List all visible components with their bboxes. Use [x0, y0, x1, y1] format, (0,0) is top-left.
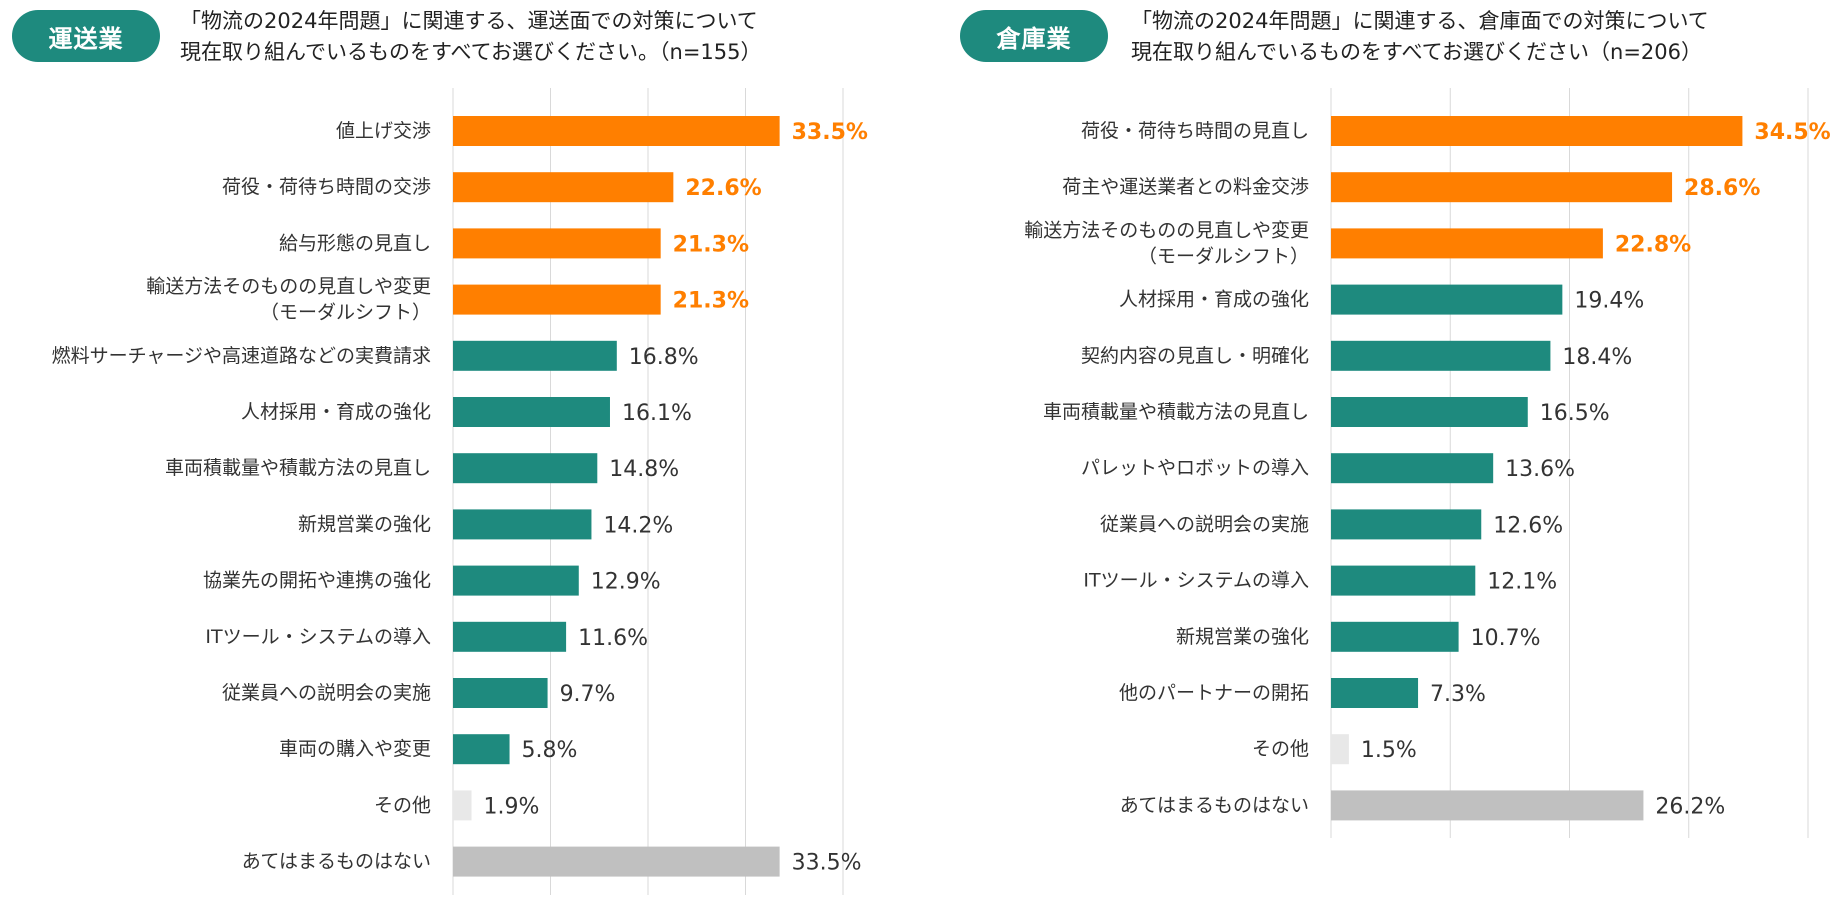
category-label: 荷役・荷待ち時間の見直し: [1081, 120, 1309, 142]
bar: [1331, 228, 1603, 259]
category-label: （モーダルシフト）: [260, 302, 431, 324]
data-label: 28.6%: [1684, 176, 1760, 201]
category-label: パレットやロボットの導入: [1081, 457, 1309, 479]
category-label: 新規営業の強化: [298, 513, 431, 535]
data-label: 12.1%: [1487, 570, 1557, 595]
bar: [1331, 790, 1644, 821]
category-label: あてはまるものはない: [1120, 794, 1309, 816]
bar: [1331, 734, 1349, 765]
bar: [453, 397, 610, 427]
bar: [453, 734, 510, 765]
data-label: 16.5%: [1540, 401, 1610, 426]
bar: [1331, 340, 1551, 371]
data-label: 9.7%: [560, 682, 616, 707]
data-label: 22.8%: [1615, 232, 1691, 257]
category-label: 車両積載量や積載方法の見直し: [1043, 401, 1309, 423]
bar: [1331, 453, 1494, 484]
data-label: 19.4%: [1574, 289, 1644, 314]
bar: [1331, 509, 1482, 540]
bar: [453, 790, 472, 821]
category-label: 従業員への説明会の実施: [1100, 513, 1309, 535]
bar: [1331, 678, 1419, 708]
category-label: 燃料サーチャージや高速道路などの実費請求: [52, 345, 431, 367]
data-label: 11.6%: [578, 626, 648, 651]
bar: [1331, 284, 1563, 315]
question-title-line1: 「物流の2024年問題」に関連する、倉庫面での対策について: [1131, 9, 1709, 33]
category-label: その他: [1252, 738, 1309, 760]
category-label: 新規営業の強化: [1176, 626, 1309, 648]
data-label: 12.6%: [1493, 513, 1563, 538]
bar: [453, 172, 674, 203]
data-label: 33.5%: [792, 851, 862, 876]
category-label: ITツール・システムの導入: [1083, 570, 1309, 592]
category-label: 他のパートナーの開拓: [1119, 682, 1309, 704]
bar: [453, 509, 592, 540]
data-label: 33.5%: [792, 120, 868, 145]
data-label: 10.7%: [1471, 626, 1541, 651]
category-label: 協業先の開拓や連携の強化: [203, 570, 431, 592]
data-label: 18.4%: [1562, 345, 1632, 370]
data-label: 21.3%: [673, 289, 749, 314]
category-label: ITツール・システムの導入: [205, 626, 431, 648]
bar: [1331, 397, 1528, 427]
category-label: 契約内容の見直し・明確化: [1081, 345, 1309, 367]
bar: [453, 284, 661, 315]
data-label: 12.9%: [591, 570, 661, 595]
data-label: 1.9%: [484, 794, 540, 819]
data-label: 13.6%: [1505, 457, 1575, 482]
question-title-warehouse: 「物流の2024年問題」に関連する、倉庫面での対策について 現在取り組んでいるも…: [1131, 6, 1709, 68]
category-label: （モーダルシフト）: [1138, 245, 1309, 267]
category-label: 人材採用・育成の強化: [1119, 289, 1309, 311]
bar: [1331, 621, 1459, 652]
data-label: 21.3%: [673, 232, 749, 257]
category-label: 車両の購入や変更: [279, 738, 431, 760]
data-label: 5.8%: [522, 738, 578, 763]
data-label: 16.8%: [629, 345, 699, 370]
question-title-transport: 「物流の2024年問題」に関連する、運送面での対策について 現在取り組んでいるも…: [180, 6, 762, 68]
bar: [453, 678, 548, 708]
bar: [453, 340, 617, 371]
bar: [1331, 116, 1743, 146]
data-label: 26.2%: [1655, 794, 1725, 819]
question-title-line2: 現在取り組んでいるものをすべてお選びください。（n=155）: [180, 40, 762, 64]
data-label: 14.2%: [603, 513, 673, 538]
data-label: 7.3%: [1430, 682, 1486, 707]
left-panel-transport: 運送業 「物流の2024年問題」に関連する、運送面での対策について 現在取り組ん…: [0, 0, 918, 905]
category-label: 輸送方法そのものの見直しや変更: [146, 276, 431, 298]
right-panel-warehouse: 倉庫業 「物流の2024年問題」に関連する、倉庫面での対策について 現在取り組ん…: [918, 0, 1837, 905]
bar: [1331, 565, 1476, 596]
category-label: 車両積載量や積載方法の見直し: [165, 457, 431, 479]
question-title-line2: 現在取り組んでいるものをすべてお選びください（n=206）: [1131, 40, 1702, 64]
data-label: 1.5%: [1361, 738, 1417, 763]
industry-badge-warehouse: 倉庫業: [960, 10, 1108, 62]
data-label: 34.5%: [1754, 120, 1830, 145]
data-label: 22.6%: [685, 176, 761, 201]
category-label: 従業員への説明会の実施: [222, 682, 431, 704]
bar: [453, 565, 579, 596]
category-label: 値上げ交渉: [336, 120, 431, 142]
industry-badge-transport: 運送業: [12, 10, 160, 62]
bar-chart-transport: 33.5% 値上げ交渉 22.6% 荷役・荷待ち時間の交渉 21.3% 給与形態の見直し 2…: [52, 88, 868, 895]
category-label: 荷役・荷待ち時間の交渉: [222, 176, 431, 198]
category-label: 輸送方法そのものの見直しや変更: [1024, 219, 1309, 241]
bar: [1331, 172, 1673, 203]
bar: [453, 453, 598, 484]
bar: [453, 228, 661, 259]
bar: [453, 621, 567, 652]
category-label: 人材採用・育成の強化: [241, 401, 431, 423]
bar: [453, 846, 780, 877]
data-label: 16.1%: [622, 401, 692, 426]
category-label: 給与形態の見直し: [279, 232, 431, 254]
bar: [453, 116, 780, 146]
question-title-line1: 「物流の2024年問題」に関連する、運送面での対策について: [180, 9, 758, 33]
category-label: 荷主や運送業者との料金交渉: [1062, 176, 1309, 198]
category-label: その他: [374, 794, 431, 816]
category-label: あてはまるものはない: [242, 851, 431, 873]
data-label: 14.8%: [609, 457, 679, 482]
bar-chart-warehouse: 34.5% 荷役・荷待ち時間の見直し 28.6% 荷主や運送業者との料金交渉 22.8%…: [1024, 88, 1831, 838]
